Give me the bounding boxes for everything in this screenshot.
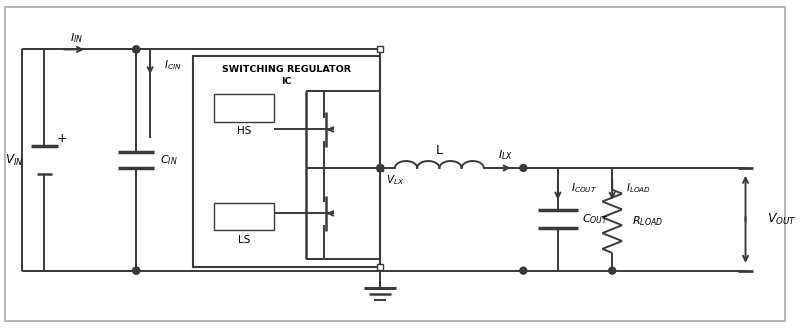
Bar [377, 264, 383, 270]
Text: $I_{LOAD}$: $I_{LOAD}$ [626, 181, 651, 195]
Circle shape [520, 165, 526, 172]
Circle shape [520, 267, 526, 274]
Bar [377, 165, 383, 171]
Text: IC: IC [281, 76, 292, 86]
Text: $I_{CIN}$: $I_{CIN}$ [164, 58, 182, 72]
Text: +: + [57, 132, 67, 145]
Text: $V_{IN}$: $V_{IN}$ [6, 153, 24, 168]
Text: SWITCHING REGULATOR: SWITCHING REGULATOR [222, 65, 351, 74]
Circle shape [133, 267, 140, 274]
Bar [193, 56, 380, 267]
Text: $R_{LOAD}$: $R_{LOAD}$ [632, 215, 663, 228]
Circle shape [377, 165, 384, 172]
Text: HS: HS [237, 126, 251, 136]
Text: LS: LS [238, 235, 250, 245]
Text: $I_{COUT}$: $I_{COUT}$ [570, 181, 597, 195]
Text: $C_{IN}$: $C_{IN}$ [160, 153, 178, 167]
Bar [214, 202, 274, 230]
Text: $I_{IN}$: $I_{IN}$ [70, 31, 84, 45]
Text: $V_{LX}$: $V_{LX}$ [386, 173, 404, 187]
Text: $V_{OUT}$: $V_{OUT}$ [767, 212, 797, 227]
Bar [377, 47, 383, 52]
Text: $I_{LX}$: $I_{LX}$ [498, 148, 513, 162]
Text: L: L [436, 144, 443, 157]
Circle shape [133, 46, 140, 53]
Text: $C_{OUT}$: $C_{OUT}$ [582, 213, 609, 226]
Circle shape [609, 267, 616, 274]
Bar [214, 94, 274, 122]
Circle shape [133, 267, 140, 274]
Circle shape [133, 46, 140, 53]
